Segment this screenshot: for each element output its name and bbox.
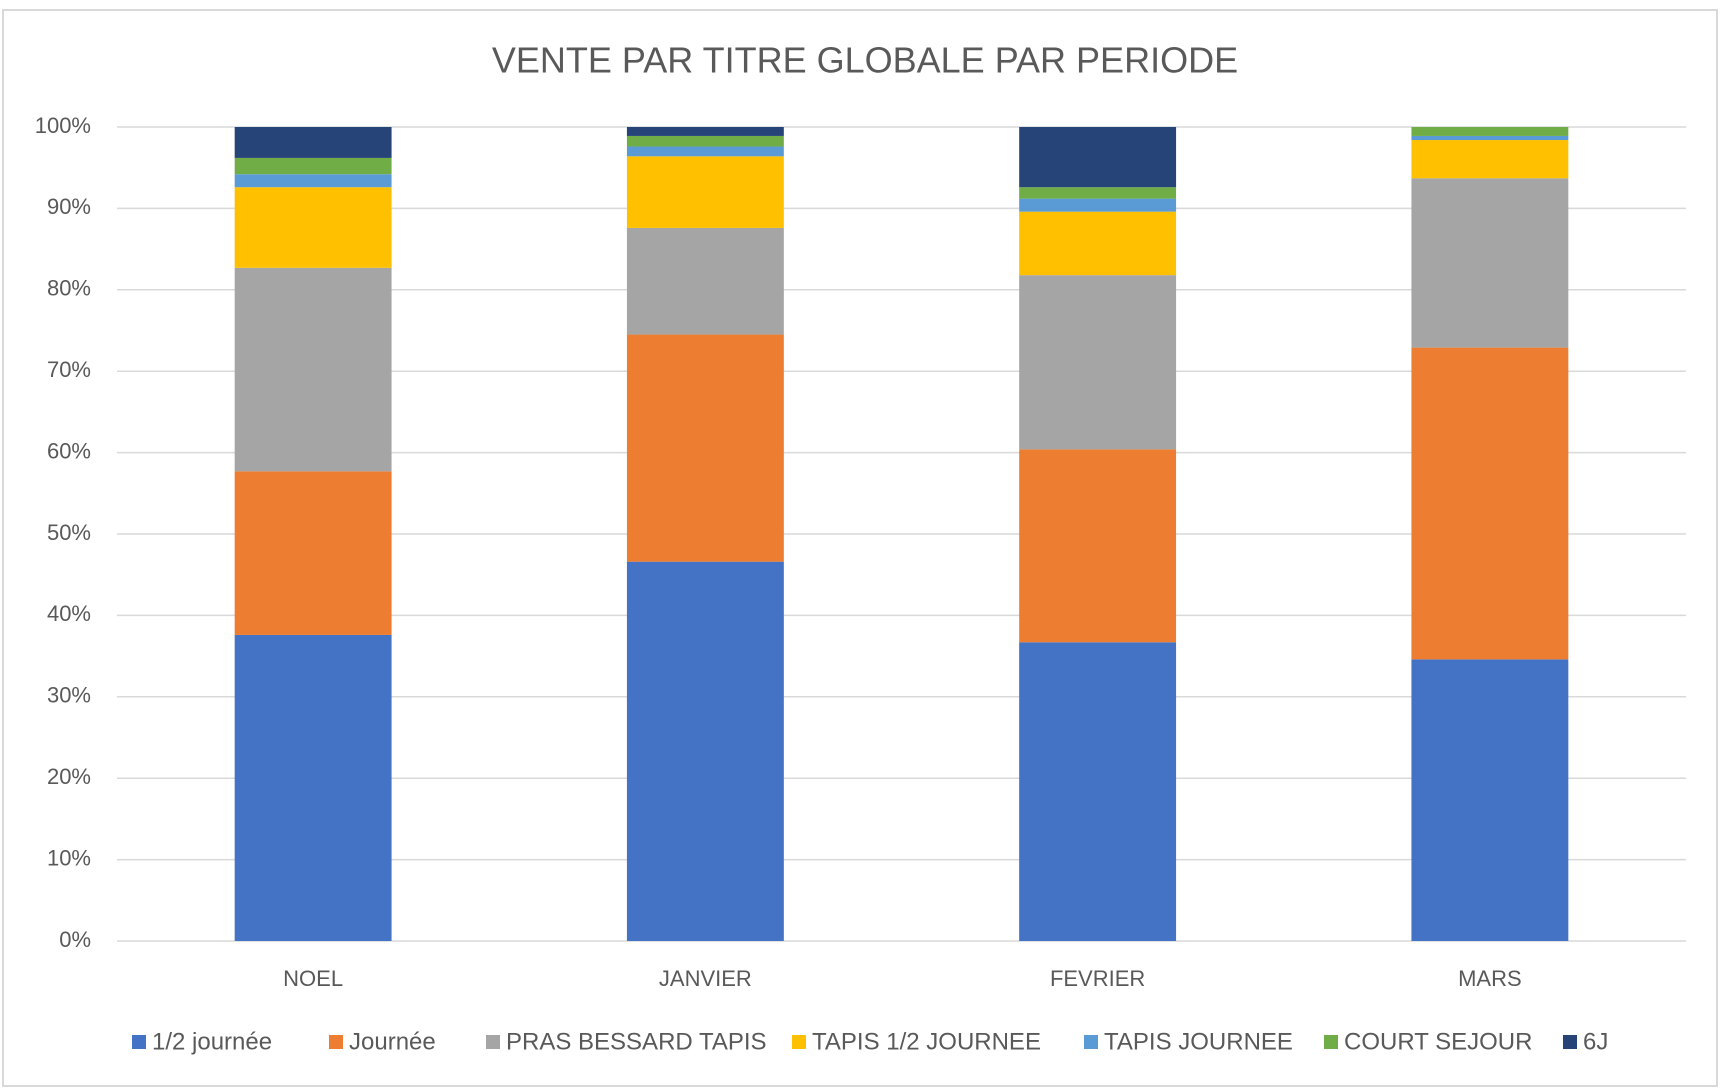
bar-segment bbox=[626, 135, 784, 147]
x-tick-label: MARS bbox=[1458, 966, 1522, 991]
legend-label: TAPIS 1/2 JOURNEE bbox=[812, 1028, 1041, 1055]
legend-label: Journée bbox=[349, 1028, 436, 1055]
legend-swatch bbox=[132, 1035, 146, 1049]
bar-segment bbox=[234, 471, 392, 635]
legend-swatch bbox=[1324, 1035, 1338, 1049]
y-tick-label: 80% bbox=[47, 276, 91, 301]
legend-swatch bbox=[792, 1035, 806, 1049]
bar-segment bbox=[234, 174, 392, 188]
bar-segment bbox=[1019, 275, 1177, 450]
bar-segment bbox=[626, 561, 784, 941]
bar-segment bbox=[1019, 198, 1177, 212]
bar-segment bbox=[1019, 127, 1177, 188]
bar-segment bbox=[626, 146, 784, 157]
legend-label: COURT SEJOUR bbox=[1344, 1028, 1532, 1055]
legend-swatch bbox=[486, 1035, 500, 1049]
bar-segment bbox=[1411, 140, 1569, 179]
bar-segment bbox=[1411, 135, 1569, 141]
bar-segment bbox=[234, 187, 392, 268]
y-tick-label: 30% bbox=[47, 683, 91, 708]
x-tick-label: NOEL bbox=[283, 966, 343, 991]
bar-segment bbox=[626, 156, 784, 228]
legend-label: PRAS BESSARD TAPIS bbox=[506, 1028, 767, 1055]
bar-segment bbox=[1019, 187, 1177, 199]
bar-segment bbox=[1411, 659, 1569, 941]
legend-swatch bbox=[329, 1035, 343, 1049]
legend-swatch bbox=[1084, 1035, 1098, 1049]
bar-segment bbox=[626, 227, 784, 335]
bar-segment bbox=[234, 634, 392, 941]
y-tick-label: 20% bbox=[47, 764, 91, 789]
legend-label: TAPIS JOURNEE bbox=[1104, 1028, 1293, 1055]
x-tick-label: JANVIER bbox=[659, 966, 752, 991]
chart-title: VENTE PAR TITRE GLOBALE PAR PERIODE bbox=[492, 40, 1238, 81]
y-tick-label: 0% bbox=[59, 927, 91, 952]
bar-segment bbox=[234, 157, 392, 175]
bar-segment bbox=[626, 127, 784, 136]
y-tick-label: 50% bbox=[47, 520, 91, 545]
bar-segment bbox=[1411, 347, 1569, 660]
bar-segment bbox=[1411, 178, 1569, 348]
bar-segment bbox=[234, 127, 392, 158]
bar-segment bbox=[1019, 449, 1177, 643]
y-tick-label: 100% bbox=[35, 113, 91, 138]
y-tick-label: 90% bbox=[47, 194, 91, 219]
bar-segment bbox=[1411, 127, 1569, 136]
bar-segment bbox=[626, 334, 784, 562]
y-tick-label: 70% bbox=[47, 357, 91, 382]
y-tick-label: 60% bbox=[47, 438, 91, 463]
legend-swatch bbox=[1563, 1035, 1577, 1049]
legend-label: 6J bbox=[1583, 1028, 1608, 1055]
legend-label: 1/2 journée bbox=[152, 1028, 272, 1055]
y-tick-label: 40% bbox=[47, 601, 91, 626]
y-tick-label: 10% bbox=[47, 845, 91, 870]
bar-segment bbox=[234, 267, 392, 472]
bar-segment bbox=[1019, 211, 1177, 276]
x-tick-label: FEVRIER bbox=[1050, 966, 1145, 991]
bar-segment bbox=[1019, 642, 1177, 941]
